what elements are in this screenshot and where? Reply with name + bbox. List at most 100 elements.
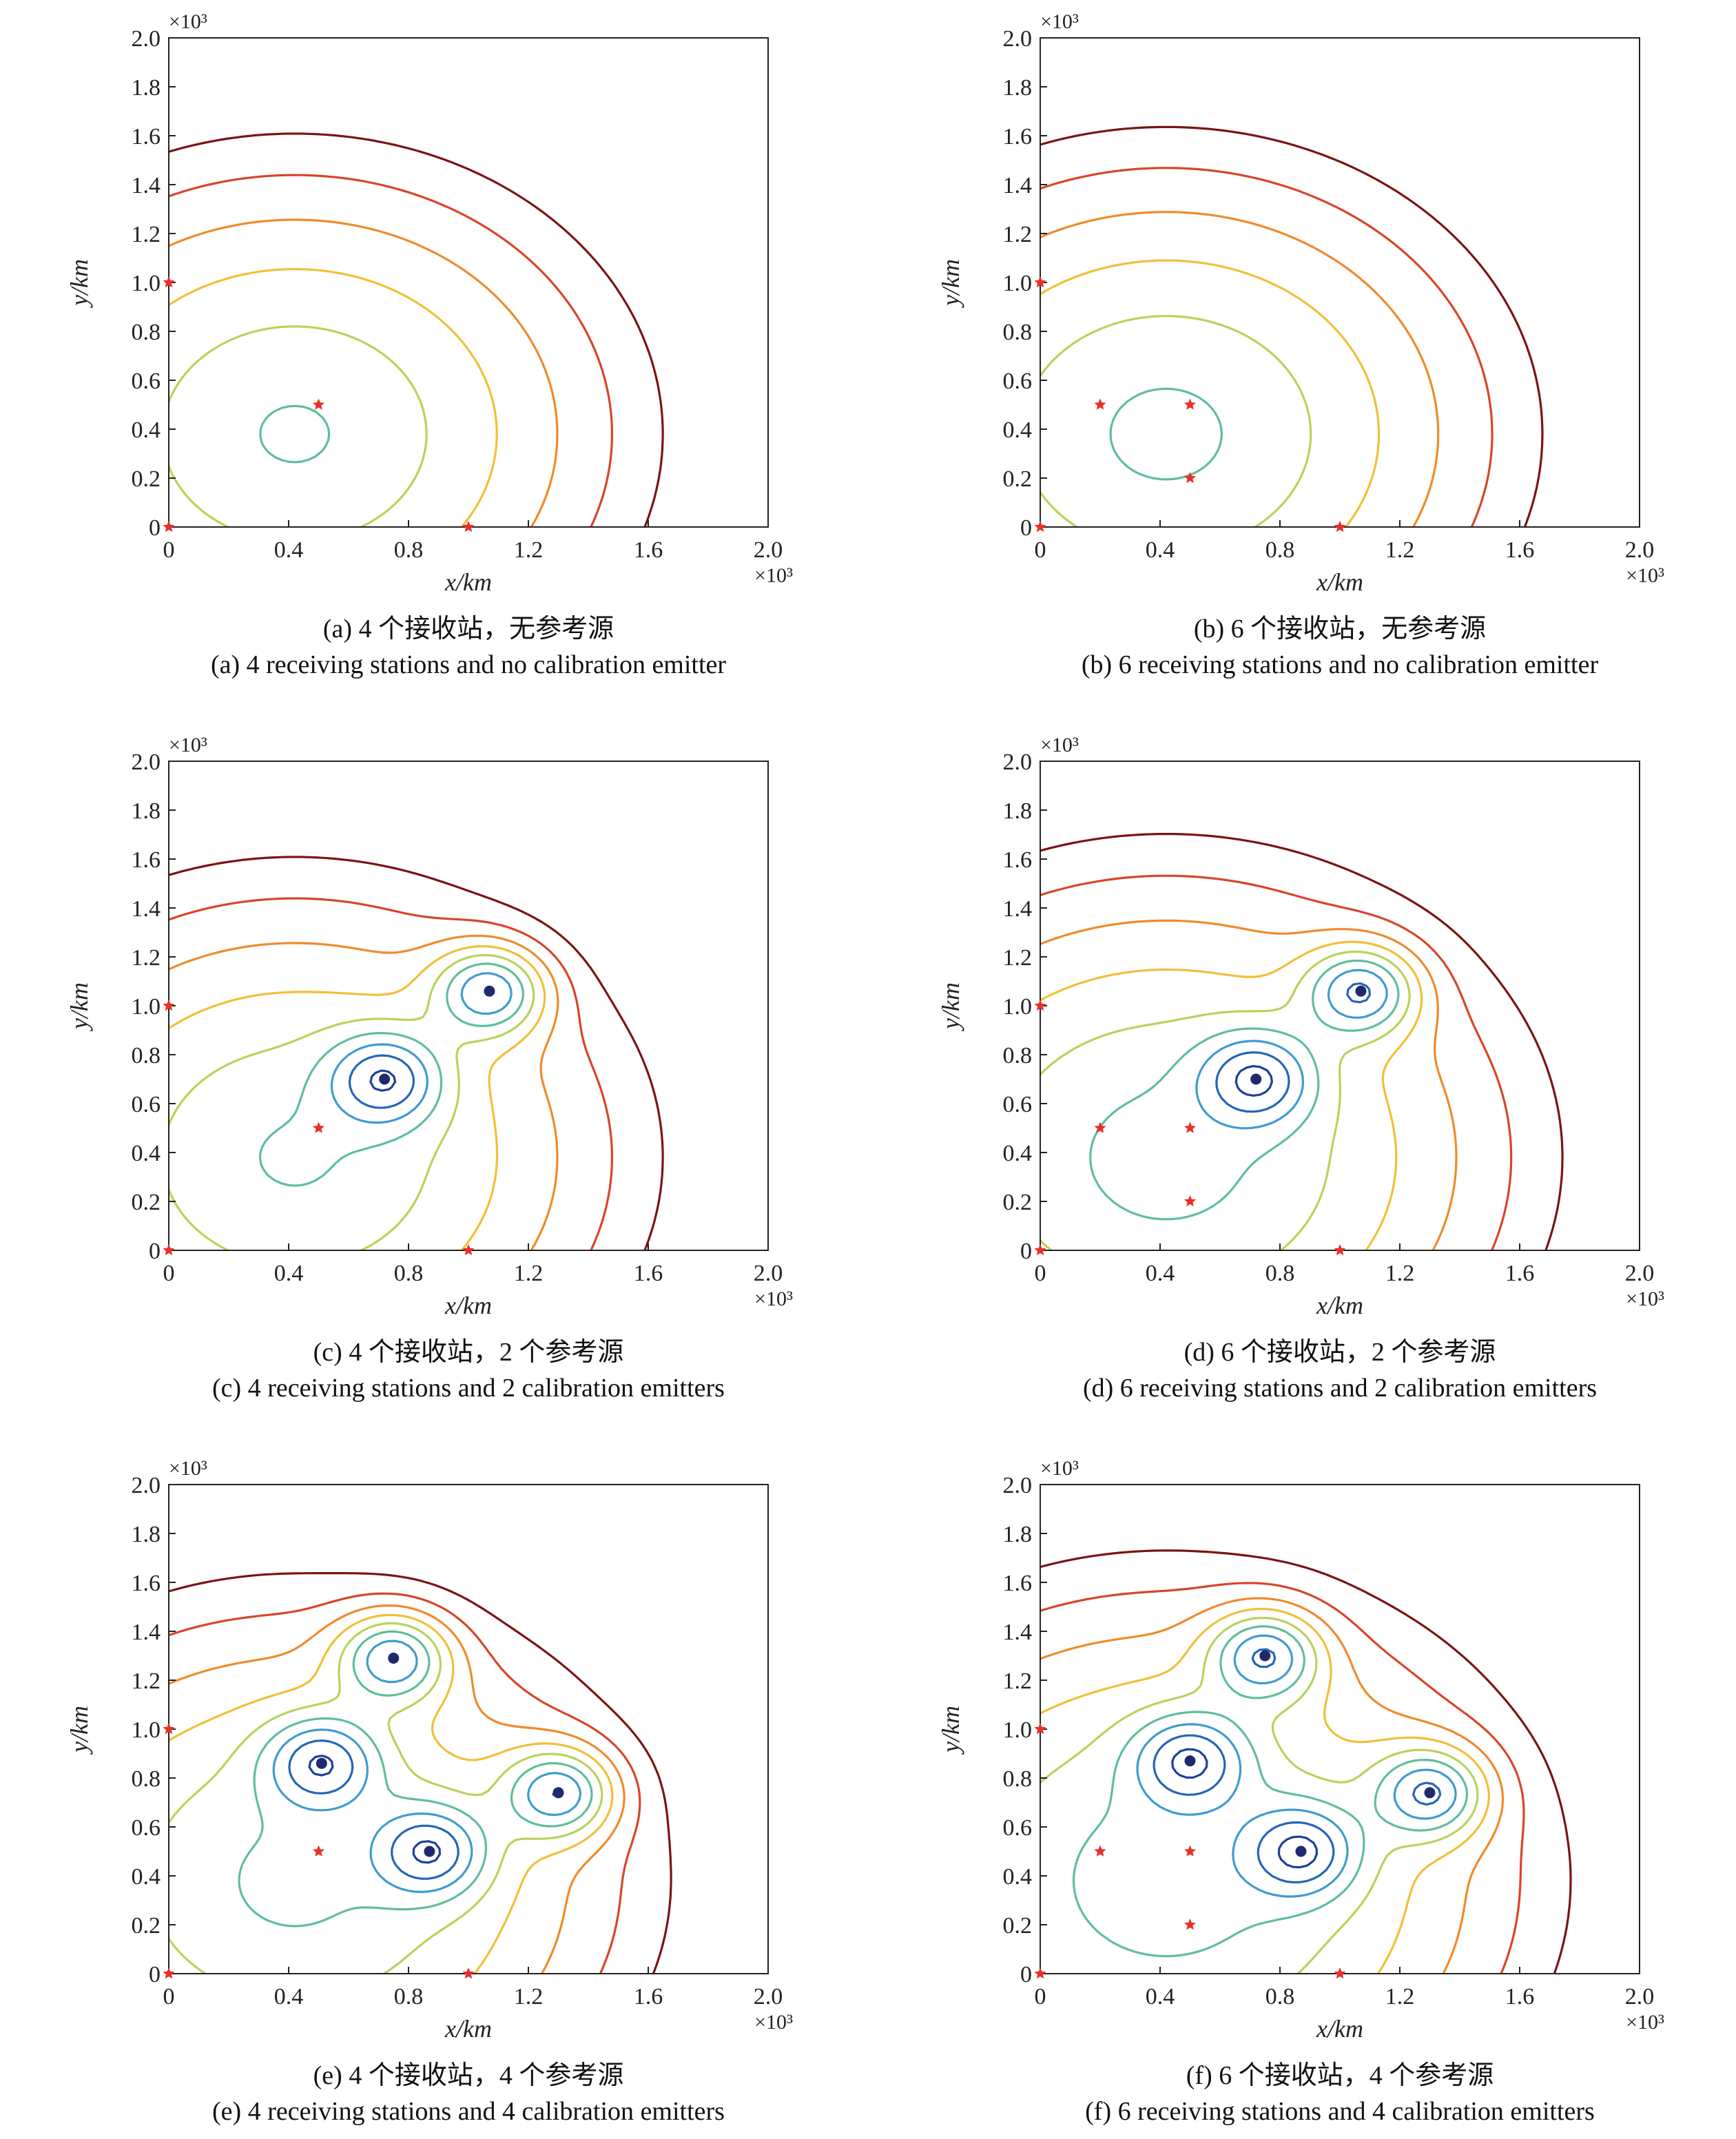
- y-scale-label: ×10³: [169, 1457, 207, 1480]
- receiver-marker: [1034, 1967, 1046, 1979]
- y-tick-label: 1.0: [132, 994, 161, 1020]
- y-scale-label: ×10³: [1040, 10, 1079, 33]
- contour-line-27: [1040, 1616, 1479, 1974]
- contour-line-24: [238, 1630, 593, 1928]
- y-tick-label: 1.8: [1003, 1522, 1033, 1547]
- y-tick-label: 0.2: [1003, 1190, 1033, 1215]
- x-tick-label: 2.0: [1625, 1261, 1655, 1286]
- plot-frame: [168, 761, 769, 1251]
- y-tick-label: 1.4: [132, 173, 161, 198]
- x-tick-label: 2.0: [754, 1984, 783, 2009]
- caption-chinese: (a) 4 个接收站，无参考源: [323, 614, 614, 643]
- x-scale-label: ×10³: [1626, 564, 1664, 587]
- contour-line-39: [1040, 833, 1564, 1250]
- contour-line-18: [348, 1054, 415, 1109]
- y-axis-label: y/km: [65, 259, 93, 308]
- receiver-marker: [1184, 1845, 1197, 1857]
- contour-line-27: [169, 953, 535, 1250]
- contour-line-36: [1040, 167, 1494, 527]
- receiver-marker: [1184, 1122, 1197, 1133]
- calibration-emitter-marker: [379, 1073, 391, 1085]
- receiver-markers: [1034, 1000, 1346, 1256]
- contour-line-21: [1136, 1634, 1457, 1898]
- x-tick-label: 0.4: [1146, 537, 1175, 563]
- y-tick-label: 1.6: [1003, 1571, 1033, 1596]
- caption-english: (a) 4 receiving stations and no calibrat…: [211, 650, 726, 679]
- x-scale-label: ×10³: [754, 564, 793, 587]
- contour-line-24: [258, 962, 525, 1187]
- receiver-marker: [163, 1723, 175, 1735]
- x-tick-label: 1.6: [634, 537, 663, 563]
- receiver-marker: [1184, 472, 1197, 484]
- y-tick-label: 0.4: [132, 1141, 161, 1166]
- panel-c: 0 0.4 0.8 1.2 1.6 2.0 x/km ×10³ 0 0.2 0.4 0.6 0.8 1.0…: [65, 734, 793, 1403]
- x-tick-label: 1.2: [1385, 1261, 1415, 1286]
- contour-line-39: [169, 1572, 672, 1974]
- y-axis: 0 0.2 0.4 0.6 0.8 1.0 1.2 1.4 1.6 1.8 2.0 y/km ×10³: [937, 1457, 1079, 1987]
- y-tick-label: 1.6: [132, 1571, 161, 1596]
- y-tick-label: 2.0: [1003, 1473, 1033, 1498]
- y-tick-label: 0.6: [1003, 1092, 1033, 1117]
- x-axis: 0 0.4 0.8 1.2 1.6 2.0 x/km ×10³: [1035, 520, 1664, 596]
- panel-e: 0 0.4 0.8 1.2 1.6 2.0 x/km ×10³ 0 0.2 0.4 0.6 0.8 1.0…: [65, 1457, 793, 2126]
- y-scale-label: ×10³: [1040, 1457, 1079, 1480]
- y-axis-label: y/km: [937, 982, 964, 1031]
- contour-layer: [1040, 833, 1564, 1250]
- contour-layer: [1040, 1549, 1572, 1974]
- plot-frame: [1040, 1484, 1640, 1974]
- calibration-emitter-marker: [1355, 985, 1367, 997]
- y-tick-label: 0.8: [132, 1766, 161, 1792]
- contour-line-33: [169, 1604, 626, 1974]
- x-scale-label: ×10³: [754, 1288, 793, 1310]
- y-axis-label: y/km: [65, 1706, 93, 1755]
- y-scale-label: ×10³: [169, 10, 207, 33]
- y-tick-label: 1.2: [132, 1668, 161, 1694]
- contour-line-30: [1040, 1607, 1490, 1974]
- y-tick-label: 0.2: [1003, 1913, 1033, 1939]
- calibration-emitter-marker: [388, 1653, 400, 1664]
- calibration-emitter-markers: [1250, 985, 1367, 1085]
- y-tick-label: 0.6: [132, 1815, 161, 1841]
- contour-line-21: [330, 972, 513, 1124]
- contour-line-24: [259, 404, 331, 464]
- x-tick-label: 2.0: [754, 1261, 783, 1286]
- y-axis-label: y/km: [937, 259, 964, 308]
- contour-line-24: [1072, 1625, 1469, 1958]
- y-tick-label: 1.0: [1003, 994, 1033, 1020]
- contour-layer: [169, 856, 664, 1250]
- caption-english: (f) 6 receiving stations and 4 calibrati…: [1085, 2097, 1595, 2126]
- contour-line-39: [1040, 1549, 1572, 1974]
- calibration-emitter-markers: [316, 1653, 564, 1857]
- receiver-marker: [462, 521, 475, 533]
- receiver-marker: [1334, 521, 1346, 533]
- contour-line-27: [1040, 315, 1312, 527]
- receiver-marker: [1034, 521, 1046, 533]
- y-tick-label: 1.4: [1003, 896, 1033, 922]
- contour-line-21: [1195, 969, 1388, 1130]
- y-tick-label: 1.2: [1003, 945, 1033, 971]
- panel-f: 0 0.4 0.8 1.2 1.6 2.0 x/km ×10³ 0 0.2 0.4 0.6 0.8 1.0…: [937, 1457, 1664, 2126]
- contour-line-33: [169, 934, 559, 1250]
- x-tick-label: 1.2: [514, 1984, 544, 2009]
- y-tick-label: 0: [149, 1962, 161, 1987]
- x-tick-label: 0.4: [1146, 1261, 1175, 1286]
- receiver-marker: [1184, 1195, 1197, 1207]
- x-tick-label: 2.0: [1625, 537, 1655, 563]
- x-axis: 0 0.4 0.8 1.2 1.6 2.0 x/km ×10³: [1035, 1967, 1664, 2043]
- x-tick-label: 2.0: [1625, 1984, 1655, 2009]
- y-tick-label: 1.6: [1003, 124, 1033, 149]
- x-axis-label: x/km: [1316, 568, 1363, 596]
- x-tick-label: 0.8: [394, 1261, 424, 1286]
- receiver-marker: [1034, 1244, 1046, 1256]
- x-tick-label: 0.8: [1265, 537, 1295, 563]
- contour-line-33: [1040, 1597, 1505, 1974]
- y-tick-label: 1.8: [1003, 798, 1033, 824]
- contour-line-24: [1109, 387, 1223, 481]
- contour-line-15: [308, 1755, 442, 1864]
- receiver-marker: [163, 1967, 175, 1979]
- y-tick-label: 0: [149, 1239, 161, 1264]
- calibration-emitter-marker: [484, 985, 495, 997]
- y-tick-label: 2.0: [132, 750, 161, 775]
- calibration-emitter-marker: [424, 1846, 435, 1857]
